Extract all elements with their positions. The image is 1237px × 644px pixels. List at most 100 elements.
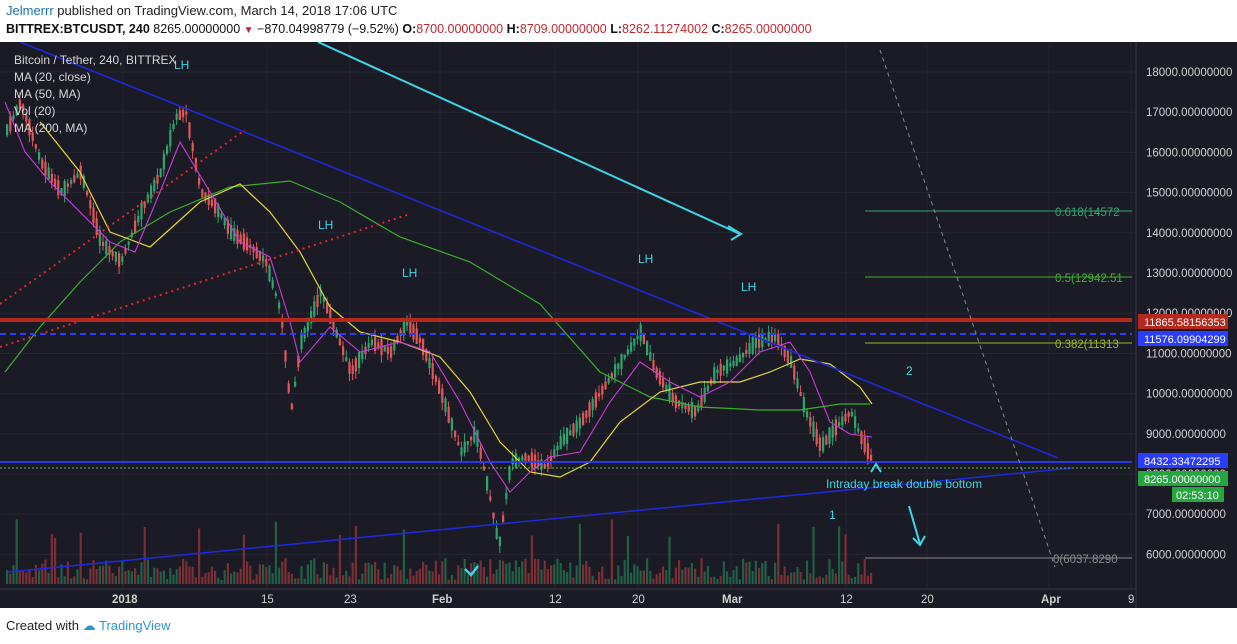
volume-bar (422, 561, 425, 584)
fib-382-label: 0.382(11313 (1055, 339, 1119, 351)
candle-body (204, 192, 207, 201)
candle-body (143, 201, 146, 208)
volume-bar (252, 579, 255, 584)
legend-item[interactable]: MA (50, MA) (14, 87, 81, 101)
candle-body (847, 412, 850, 417)
candle-body (860, 431, 863, 445)
candle-body (786, 350, 789, 363)
volume-bar (665, 570, 668, 584)
volume-bar (386, 577, 389, 584)
candle-body (735, 356, 738, 367)
candle-body (345, 357, 348, 362)
volume-bar (310, 560, 313, 584)
volume-bar (703, 571, 706, 584)
volume-bar (383, 562, 386, 584)
price-tag-blue-lower-label: 8432.33472295 (1144, 456, 1220, 468)
price-tick: 15000.00000000 (1146, 188, 1232, 200)
volume-bar (550, 565, 553, 584)
volume-bar (50, 534, 53, 584)
candle-body (524, 453, 527, 462)
candle-body (694, 406, 697, 417)
publish-info: Jelmerrr published on TradingView.com, M… (6, 3, 397, 18)
volume-bar (297, 578, 300, 584)
volume-bar (530, 535, 533, 584)
lh-label: LH (174, 58, 189, 72)
candle-body (162, 153, 165, 170)
candle-body (207, 194, 210, 205)
lh-label: LH (638, 252, 653, 266)
candle-body (479, 447, 482, 460)
volume-bar (562, 569, 565, 584)
lh-label: LH (402, 266, 417, 280)
candle-body (102, 241, 105, 247)
legend-title[interactable]: Bitcoin / Tether, 240, BITTREX (14, 53, 177, 67)
volume-bar (546, 569, 549, 584)
legend-item[interactable]: Vol (20) (14, 104, 56, 118)
candle-body (172, 123, 175, 130)
volume-bar (751, 570, 754, 584)
candle-body (572, 423, 575, 436)
candle-body (844, 413, 847, 422)
candle-body (594, 392, 597, 408)
volume-bar (806, 560, 809, 584)
volume-bar (668, 536, 671, 584)
volume-bar (175, 569, 178, 584)
volume-bar (124, 571, 127, 584)
candle-body (252, 246, 255, 253)
price-chart[interactable]: LH LH LH LH LH 0.618(14572 0.5(12942.51 … (0, 42, 1237, 608)
volume-bar (230, 573, 233, 584)
price-tick: 6000.00000000 (1146, 549, 1226, 561)
candle-body (348, 361, 351, 374)
legend-item[interactable]: MA (200, MA) (14, 121, 88, 135)
candle-body (566, 428, 569, 444)
candle-body (562, 433, 565, 445)
candle-body (182, 109, 185, 118)
candle-body (390, 346, 393, 358)
candle-body (425, 349, 428, 361)
wave-2-label: 2 (906, 364, 913, 378)
author-link[interactable]: Jelmerrr (6, 3, 54, 18)
volume-bar (566, 572, 569, 584)
candle-body (223, 217, 226, 226)
candle-body (809, 417, 812, 427)
candle-body (492, 512, 495, 519)
candle-body (246, 237, 249, 251)
volume-bar (575, 565, 578, 584)
candle-body (678, 400, 681, 407)
candle-body (815, 429, 818, 445)
volume-bar (127, 569, 130, 584)
volume-bar (831, 568, 834, 584)
candle-body (783, 345, 786, 358)
candle-body (722, 365, 725, 371)
ascending-trendline (7, 467, 1073, 573)
candle-body (486, 476, 489, 491)
candle-body (665, 384, 668, 390)
volume-bar (828, 559, 831, 584)
candle-body (214, 198, 217, 214)
price-tick: 7000.00000000 (1146, 509, 1226, 521)
legend-item[interactable]: MA (20, close) (14, 70, 91, 84)
ma-50-line (39, 121, 873, 478)
candle-body (370, 339, 373, 346)
volume-bar (534, 558, 537, 584)
volume-bar (601, 566, 604, 584)
tradingview-link[interactable]: TradingView (99, 618, 171, 633)
volume-bar (57, 577, 60, 584)
candle-body (54, 178, 57, 188)
candle-body (271, 280, 274, 288)
volume-bar (726, 571, 729, 584)
candle-body (553, 449, 556, 458)
candle-body (137, 215, 140, 223)
candle-body (338, 338, 341, 346)
volume-bar (694, 568, 697, 584)
volume-bar (31, 577, 34, 584)
candle-body (351, 365, 354, 374)
volume-bar (860, 574, 863, 584)
volume-bar (598, 571, 601, 584)
volume-bar (777, 523, 780, 584)
time-tick: 12 (549, 594, 562, 606)
candle-body (652, 360, 655, 371)
volume-bar (194, 577, 197, 584)
candle-body (748, 343, 751, 355)
volume-bar (246, 561, 249, 584)
